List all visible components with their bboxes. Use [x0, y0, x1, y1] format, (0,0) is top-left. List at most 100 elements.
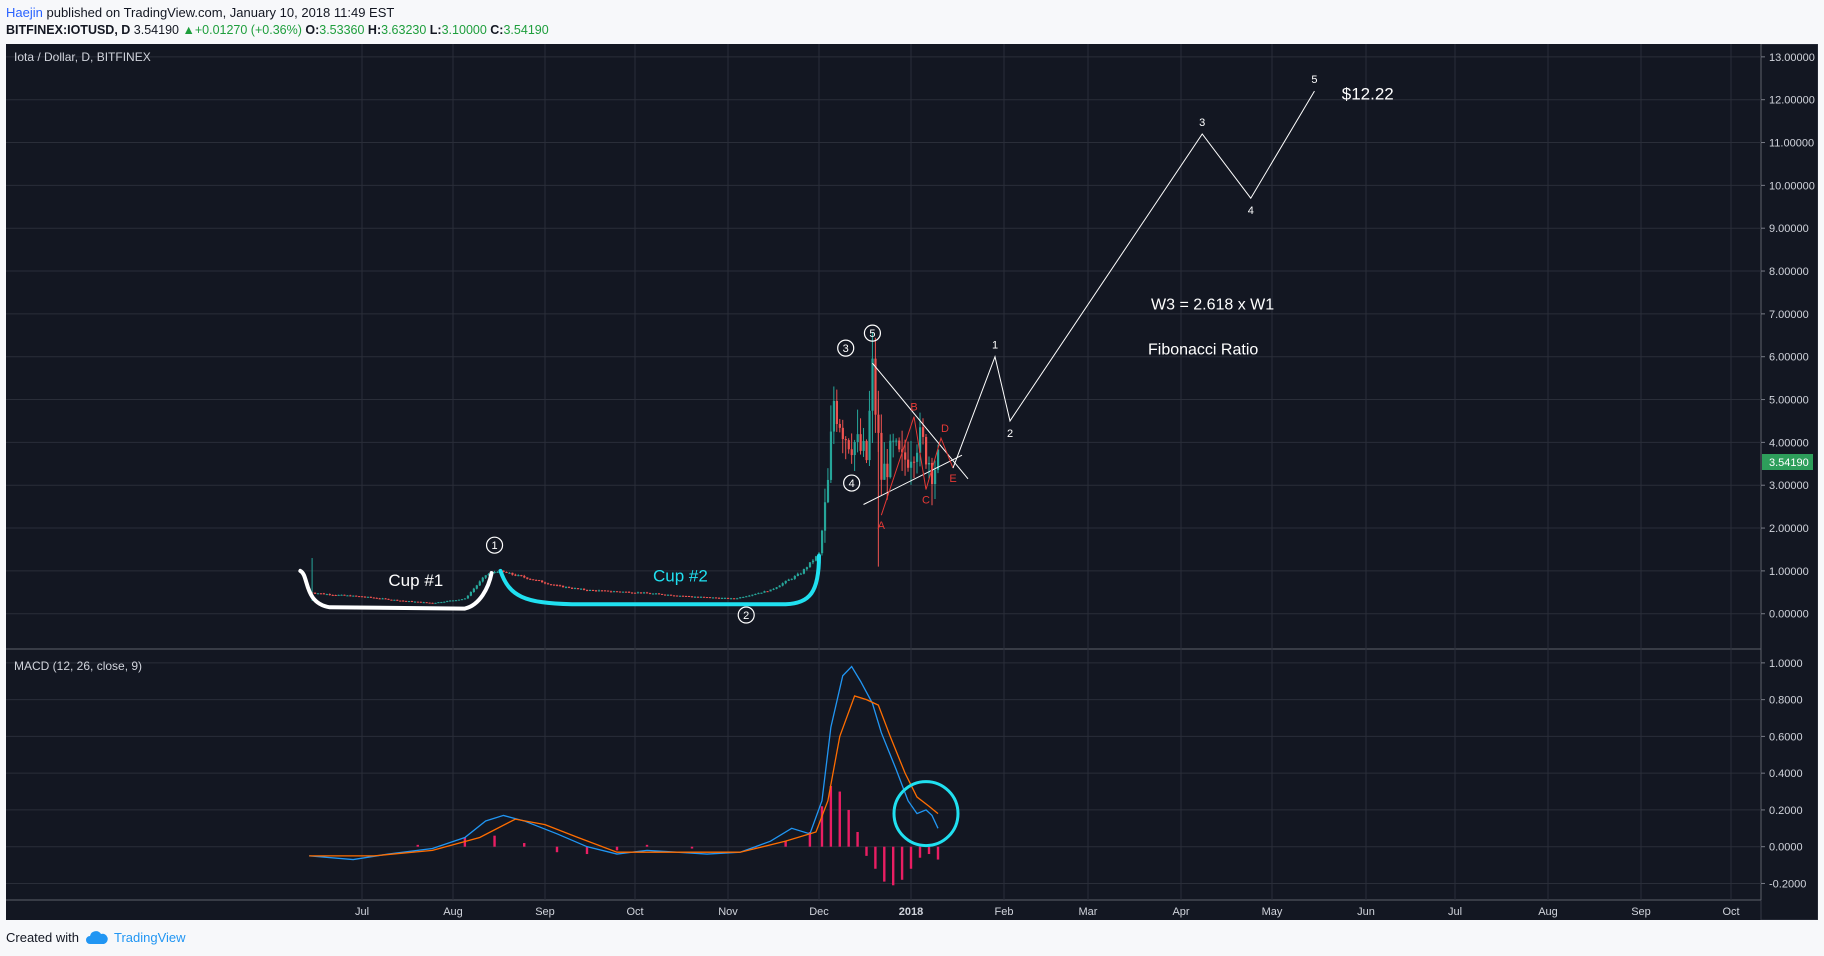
- price-tick-label: 2.00000: [1769, 523, 1809, 535]
- time-tick-label: Sep: [535, 906, 555, 918]
- candle-body: [547, 583, 550, 585]
- abcde-path: [880, 416, 954, 516]
- candle-body: [808, 562, 812, 568]
- candle-body: [736, 598, 739, 600]
- candle-body: [667, 594, 670, 596]
- candle-body: [355, 595, 358, 597]
- macd-series-macd: [309, 665, 939, 861]
- candle-body: [361, 596, 364, 598]
- candle-body: [369, 596, 373, 598]
- macd-histogram-bar: [856, 831, 859, 847]
- candle-body: [697, 596, 700, 598]
- candle-body: [862, 440, 865, 451]
- candle-body: [422, 602, 425, 604]
- macd-histogram-bar: [416, 844, 419, 847]
- candle-body: [853, 441, 856, 456]
- candle-body: [568, 586, 571, 588]
- candle-body: [757, 593, 760, 595]
- candle-body: [769, 589, 772, 592]
- candle-body: [787, 579, 790, 581]
- candle-body: [457, 599, 461, 601]
- macd-histogram-bar: [808, 831, 812, 847]
- price-tick-label: 12.00000: [1769, 95, 1815, 107]
- macd-histogram-bar: [645, 844, 649, 847]
- price-change: +0.01270 (+0.36%): [194, 23, 302, 37]
- candle-body: [413, 601, 417, 603]
- open-value: 3.53360: [319, 23, 365, 37]
- candle-body: [703, 596, 706, 598]
- low-value: 3.10000: [441, 23, 487, 37]
- candle-body: [538, 580, 541, 582]
- macd-histogram-bar: [820, 806, 824, 847]
- candle-body: [937, 449, 940, 470]
- abcde-label: C: [922, 495, 930, 507]
- candle-body: [443, 601, 446, 603]
- candle-body: [772, 588, 775, 590]
- candle-body: [622, 591, 625, 593]
- macd-tick-label: 0.0000: [1769, 842, 1803, 854]
- time-tick-label: 2018: [899, 906, 923, 918]
- candle-body: [742, 596, 745, 598]
- candle-body: [685, 595, 688, 597]
- candle-body: [850, 449, 853, 456]
- candle-body: [314, 592, 317, 594]
- time-tick-label: Aug: [1538, 906, 1558, 918]
- macd-histogram-bar: [900, 846, 904, 880]
- candle-body: [745, 596, 748, 598]
- macd-histogram-bar: [838, 791, 841, 847]
- tradingview-brand: TradingView: [113, 930, 186, 945]
- chart-area[interactable]: 13.00000 12.00000 11.00000 10.00000 9.00000 8…: [6, 43, 1819, 921]
- candle-body: [595, 590, 598, 592]
- candle-body: [349, 595, 352, 597]
- price-tick-label: 9.00000: [1769, 223, 1809, 235]
- candle-body: [634, 592, 637, 594]
- tradingview-link[interactable]: TradingView: [85, 930, 186, 945]
- candle-body: [649, 593, 652, 595]
- price-tick-label: 3.00000: [1769, 480, 1809, 492]
- candle-body: [880, 432, 883, 480]
- candle-body: [643, 592, 646, 594]
- candle-body: [449, 600, 452, 602]
- candle-body: [580, 588, 583, 590]
- macd-histogram-bar: [847, 809, 850, 847]
- candle-body: [631, 592, 634, 594]
- footer: Created with TradingView: [6, 930, 186, 945]
- candle-body: [607, 590, 610, 592]
- candle-body: [375, 597, 378, 599]
- elliott-wave-label: 4: [849, 478, 855, 490]
- candle-body: [343, 594, 346, 596]
- candle-body: [733, 598, 736, 600]
- cup2-label: Cup #2: [653, 567, 708, 586]
- candle-body: [718, 597, 721, 599]
- candle-body: [625, 591, 628, 593]
- candle-body: [790, 578, 793, 580]
- author-link[interactable]: Haejin: [6, 5, 43, 20]
- macd-pane-title: MACD (12, 26, close, 9): [14, 659, 142, 673]
- triangle-upper-line: [872, 362, 969, 480]
- candle-body: [334, 595, 337, 597]
- candle-body: [700, 596, 703, 598]
- candle-body: [907, 459, 910, 468]
- macd-tick-label: 0.8000: [1769, 695, 1803, 707]
- candle-body: [835, 400, 839, 425]
- elliott-wave-label: 3: [843, 343, 849, 355]
- projection-wave-label: 4: [1248, 205, 1254, 217]
- macd-series-signal: [309, 695, 939, 857]
- time-tick-label: Jul: [1448, 906, 1462, 918]
- candle-body: [610, 591, 613, 593]
- candle-body: [616, 591, 619, 593]
- candle-body: [387, 598, 390, 600]
- candle-body: [535, 579, 538, 581]
- macd-histogram-bar: [936, 846, 940, 860]
- chart-svg[interactable]: 13.0000012.0000011.0000010.000009.000008…: [6, 43, 1819, 921]
- candle-body: [589, 590, 592, 592]
- candle-body: [325, 594, 328, 596]
- candle-body: [658, 593, 661, 595]
- candle-body: [868, 410, 871, 461]
- candle-body: [496, 571, 499, 573]
- candle-body: [340, 594, 343, 596]
- macd-histogram-bar: [927, 846, 931, 855]
- macd-histogram-bar: [523, 843, 526, 847]
- candle-body: [838, 424, 841, 428]
- candle-body: [721, 597, 724, 599]
